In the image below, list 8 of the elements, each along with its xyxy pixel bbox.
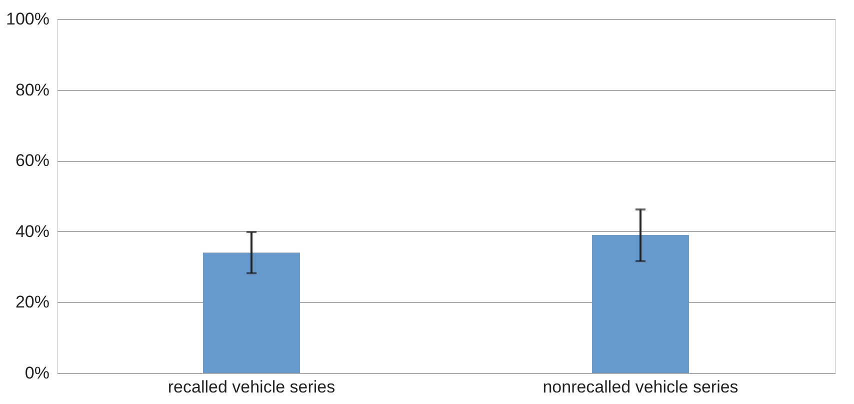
y-tick-label: 20% [15, 292, 50, 312]
y-tick-label: 100% [6, 10, 50, 28]
y-tick-label: 80% [15, 80, 50, 100]
x-tick-label: nonrecalled vehicle series [542, 378, 738, 396]
y-tick-label: 60% [15, 151, 50, 170]
y-tick-label: 40% [15, 222, 50, 241]
y-tick-label: 0% [24, 364, 50, 382]
x-tick-label: recalled vehicle series [168, 378, 336, 396]
